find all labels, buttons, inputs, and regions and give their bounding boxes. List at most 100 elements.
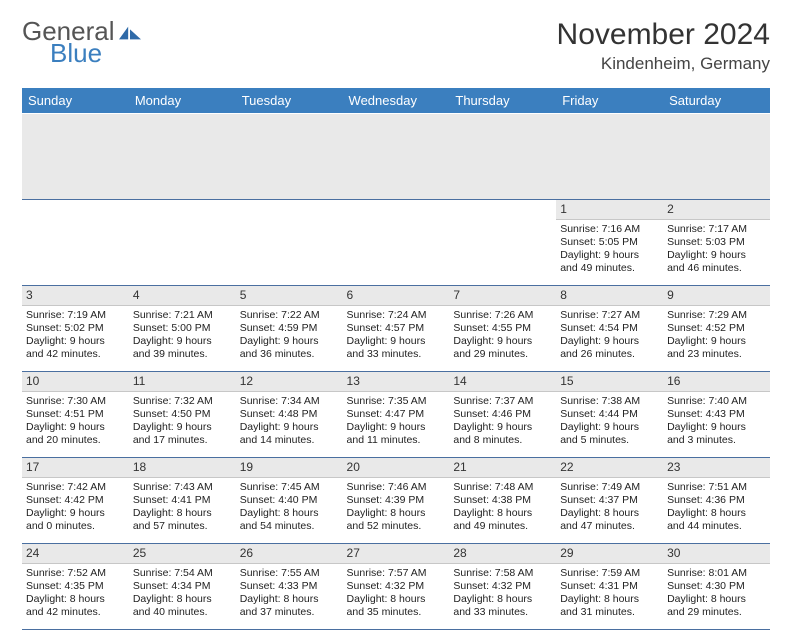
day-number: 19 [236, 458, 343, 478]
calendar-day-cell: 13 Sunrise: 7:35 AMSunset: 4:47 PMDayligh… [343, 372, 450, 458]
daylight-text-2: and 33 minutes. [347, 348, 446, 361]
sunrise-text: Sunrise: 8:01 AM [667, 567, 766, 580]
calendar-day-cell: 4 Sunrise: 7:21 AMSunset: 5:00 PMDaylight… [129, 286, 236, 372]
calendar-day-cell [129, 200, 236, 286]
weekday-header: Saturday [663, 88, 770, 114]
calendar-day-cell: 14Sunrise: 7:37 AMSunset: 4:46 PMDayligh… [449, 372, 556, 458]
daylight-text-1: Daylight: 9 hours [347, 421, 446, 434]
daylight-text-1: Daylight: 9 hours [347, 335, 446, 348]
daylight-text-2: and 54 minutes. [240, 520, 339, 533]
sunrise-text: Sunrise: 7:37 AM [453, 395, 552, 408]
day-details: Sunrise: 7:43 AMSunset: 4:41 PMDaylight:… [133, 481, 232, 534]
day-details: Sunrise: 7:35 AMSunset: 4:47 PMDaylight:… [347, 395, 446, 448]
day-details: Sunrise: 7:21 AMSunset: 5:00 PMDaylight:… [133, 309, 232, 362]
sunset-text: Sunset: 4:31 PM [560, 580, 659, 593]
sunset-text: Sunset: 4:52 PM [667, 322, 766, 335]
day-details: Sunrise: 7:34 AMSunset: 4:48 PMDaylight:… [240, 395, 339, 448]
sunset-text: Sunset: 5:03 PM [667, 236, 766, 249]
calendar-day-cell: 22Sunrise: 7:49 AMSunset: 4:37 PMDayligh… [556, 458, 663, 544]
day-number: 29 [556, 544, 663, 564]
day-details: Sunrise: 7:38 AMSunset: 4:44 PMDaylight:… [560, 395, 659, 448]
calendar-day-cell: 3Sunrise: 7:19 AMSunset: 5:02 PMDaylight… [22, 286, 129, 372]
sail-icon [119, 26, 141, 40]
day-number: 14 [449, 372, 556, 392]
daylight-text-1: Daylight: 8 hours [133, 593, 232, 606]
title-block: November 2024 Kindenheim, Germany [557, 18, 770, 74]
daylight-text-1: Daylight: 8 hours [560, 593, 659, 606]
sunrise-text: Sunrise: 7:55 AM [240, 567, 339, 580]
daylight-text-1: Daylight: 8 hours [133, 507, 232, 520]
daylight-text-2: and 14 minutes. [240, 434, 339, 447]
sunset-text: Sunset: 4:40 PM [240, 494, 339, 507]
daylight-text-2: and 42 minutes. [26, 348, 125, 361]
calendar-table: Sunday Monday Tuesday Wednesday Thursday… [22, 88, 770, 630]
sunset-text: Sunset: 4:37 PM [560, 494, 659, 507]
day-number: 21 [449, 458, 556, 478]
day-details: Sunrise: 7:32 AMSunset: 4:50 PMDaylight:… [133, 395, 232, 448]
daylight-text-2: and 3 minutes. [667, 434, 766, 447]
sunrise-text: Sunrise: 7:51 AM [667, 481, 766, 494]
day-details: Sunrise: 7:45 AMSunset: 4:40 PMDaylight:… [240, 481, 339, 534]
calendar-day-cell: 27Sunrise: 7:57 AMSunset: 4:32 PMDayligh… [343, 544, 450, 630]
sunset-text: Sunset: 4:51 PM [26, 408, 125, 421]
sunrise-text: Sunrise: 7:26 AM [453, 309, 552, 322]
weekday-header: Sunday [22, 88, 129, 114]
logo-text-bottom: Blue [50, 40, 141, 66]
calendar-day-cell: 21 Sunrise: 7:48 AMSunset: 4:38 PMDayligh… [449, 458, 556, 544]
daylight-text-1: Daylight: 9 hours [667, 421, 766, 434]
daylight-text-1: Daylight: 8 hours [560, 507, 659, 520]
day-number: 24 [22, 544, 129, 564]
logo: General Blue [22, 18, 141, 66]
daylight-text-2: and 57 minutes. [133, 520, 232, 533]
sunset-text: Sunset: 4:42 PM [26, 494, 125, 507]
weekday-header: Friday [556, 88, 663, 114]
sunset-text: Sunset: 4:32 PM [347, 580, 446, 593]
daylight-text-2: and 20 minutes. [26, 434, 125, 447]
day-number: 15 [556, 372, 663, 392]
calendar-day-cell [22, 200, 129, 286]
sunrise-text: Sunrise: 7:21 AM [133, 309, 232, 322]
daylight-text-1: Daylight: 9 hours [560, 335, 659, 348]
calendar-day-cell: 26Sunrise: 7:55 AMSunset: 4:33 PMDayligh… [236, 544, 343, 630]
daylight-text-1: Daylight: 9 hours [26, 335, 125, 348]
sunset-text: Sunset: 4:57 PM [347, 322, 446, 335]
daylight-text-2: and 47 minutes. [560, 520, 659, 533]
day-details: Sunrise: 7:48 AMSunset: 4:38 PMDaylight:… [453, 481, 552, 534]
daylight-text-2: and 0 minutes. [26, 520, 125, 533]
daylight-text-1: Daylight: 9 hours [26, 507, 125, 520]
sunset-text: Sunset: 4:54 PM [560, 322, 659, 335]
daylight-text-2: and 11 minutes. [347, 434, 446, 447]
calendar-day-cell: 5Sunrise: 7:22 AMSunset: 4:59 PMDaylight… [236, 286, 343, 372]
day-number: 27 [343, 544, 450, 564]
calendar-day-cell: 24Sunrise: 7:52 AMSunset: 4:35 PMDayligh… [22, 544, 129, 630]
day-number: 23 [663, 458, 770, 478]
calendar-day-cell: 30Sunrise: 8:01 AMSunset: 4:30 PMDayligh… [663, 544, 770, 630]
day-number: 9 [663, 286, 770, 306]
calendar-day-cell: 12 Sunrise: 7:34 AMSunset: 4:48 PMDayligh… [236, 372, 343, 458]
calendar-day-cell: 11Sunrise: 7:32 AMSunset: 4:50 PMDayligh… [129, 372, 236, 458]
calendar-week-row: 1Sunrise: 7:16 AMSunset: 5:05 PMDaylight… [22, 200, 770, 286]
calendar-day-cell: 17Sunrise: 7:42 AMSunset: 4:42 PMDayligh… [22, 458, 129, 544]
sunset-text: Sunset: 4:48 PM [240, 408, 339, 421]
calendar-day-cell: 16Sunrise: 7:40 AMSunset: 4:43 PMDayligh… [663, 372, 770, 458]
calendar-day-cell: 18Sunrise: 7:43 AMSunset: 4:41 PMDayligh… [129, 458, 236, 544]
sunset-text: Sunset: 4:47 PM [347, 408, 446, 421]
sunset-text: Sunset: 4:33 PM [240, 580, 339, 593]
daylight-text-1: Daylight: 8 hours [453, 507, 552, 520]
day-number: 16 [663, 372, 770, 392]
calendar-day-cell: 19 Sunrise: 7:45 AMSunset: 4:40 PMDayligh… [236, 458, 343, 544]
spacer-row [22, 114, 770, 200]
day-details: Sunrise: 7:46 AMSunset: 4:39 PMDaylight:… [347, 481, 446, 534]
day-number: 4 [129, 286, 236, 306]
sunrise-text: Sunrise: 7:35 AM [347, 395, 446, 408]
calendar-day-cell: 20Sunrise: 7:46 AMSunset: 4:39 PMDayligh… [343, 458, 450, 544]
day-number: 13 [343, 372, 450, 392]
day-number: 12 [236, 372, 343, 392]
weekday-header-row: Sunday Monday Tuesday Wednesday Thursday… [22, 88, 770, 114]
sunset-text: Sunset: 4:30 PM [667, 580, 766, 593]
day-number: 2 [663, 200, 770, 220]
daylight-text-2: and 29 minutes. [667, 606, 766, 619]
day-number: 3 [22, 286, 129, 306]
daylight-text-1: Daylight: 9 hours [560, 249, 659, 262]
calendar-day-cell: 6Sunrise: 7:24 AMSunset: 4:57 PMDaylight… [343, 286, 450, 372]
